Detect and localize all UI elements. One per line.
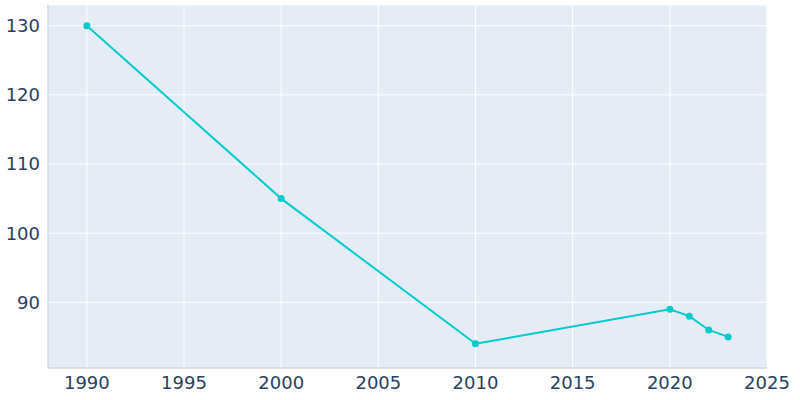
svg-text:100: 100 (6, 223, 40, 244)
svg-text:2000: 2000 (258, 372, 304, 393)
svg-text:2005: 2005 (355, 372, 401, 393)
svg-text:2025: 2025 (744, 372, 790, 393)
svg-text:120: 120 (6, 84, 40, 105)
svg-text:1995: 1995 (161, 372, 207, 393)
svg-text:2015: 2015 (550, 372, 596, 393)
svg-text:110: 110 (6, 153, 40, 174)
svg-text:2010: 2010 (453, 372, 499, 393)
svg-text:1990: 1990 (64, 372, 110, 393)
svg-text:90: 90 (17, 292, 40, 313)
svg-text:2020: 2020 (647, 372, 693, 393)
svg-text:130: 130 (6, 15, 40, 36)
